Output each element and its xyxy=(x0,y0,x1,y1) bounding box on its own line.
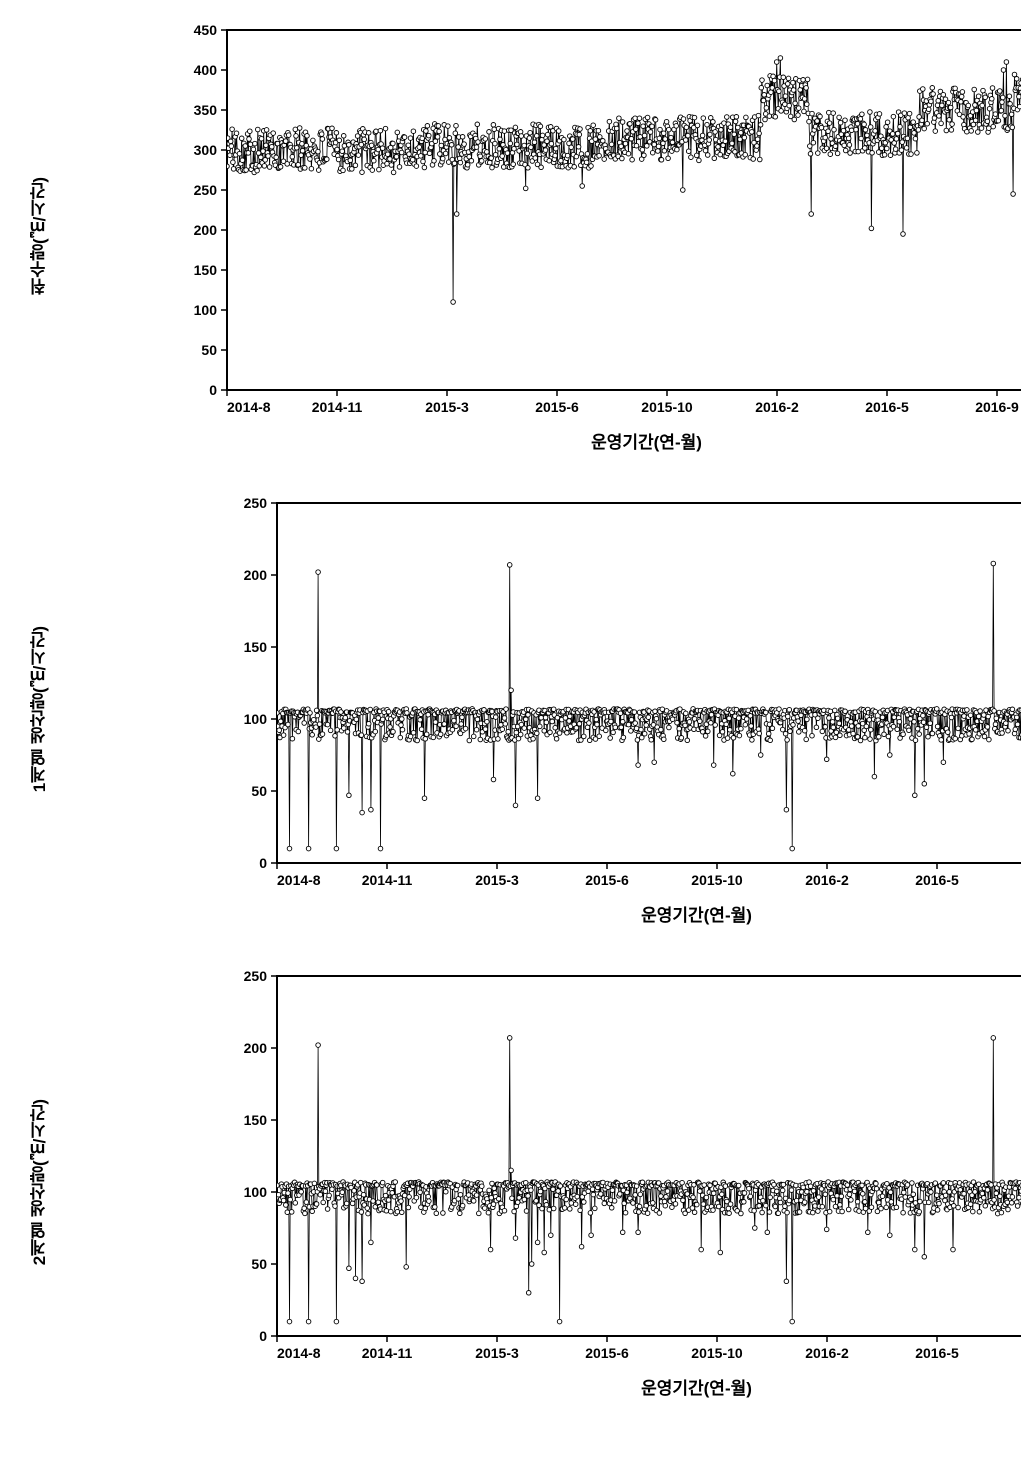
svg-text:2015-3: 2015-3 xyxy=(475,872,519,888)
svg-text:450: 450 xyxy=(193,22,217,38)
svg-text:200: 200 xyxy=(243,567,267,583)
svg-text:50: 50 xyxy=(251,1256,267,1272)
svg-text:50: 50 xyxy=(201,342,217,358)
svg-text:100: 100 xyxy=(243,711,267,727)
y-axis-label: 취수량(㎥/시간) xyxy=(21,177,52,295)
svg-text:2015-10: 2015-10 xyxy=(641,399,693,415)
svg-text:2014-8: 2014-8 xyxy=(277,1345,321,1361)
svg-text:2015-6: 2015-6 xyxy=(585,1345,629,1361)
svg-text:250: 250 xyxy=(243,968,267,984)
svg-text:100: 100 xyxy=(193,302,217,318)
svg-text:2014-11: 2014-11 xyxy=(361,1345,412,1361)
x-axis-label: 운영기간(연-월) xyxy=(227,1374,1021,1399)
svg-text:2016-9: 2016-9 xyxy=(975,399,1019,415)
chart-train1-production: 1계열 생산량(㎥/시간) 0 50 100 150 200 250 2014-8 2014-… xyxy=(21,493,1001,926)
y-axis-label: 1계열 생산량(㎥/시간) xyxy=(21,626,52,792)
svg-text:0: 0 xyxy=(259,855,267,871)
svg-text:2016-2: 2016-2 xyxy=(805,1345,849,1361)
svg-text:100: 100 xyxy=(243,1184,267,1200)
svg-text:150: 150 xyxy=(243,639,267,655)
svg-text:2016-5: 2016-5 xyxy=(915,872,959,888)
svg-text:2015-6: 2015-6 xyxy=(585,872,629,888)
svg-text:250: 250 xyxy=(193,182,217,198)
svg-text:400: 400 xyxy=(193,62,217,78)
svg-text:150: 150 xyxy=(243,1112,267,1128)
svg-text:2014-11: 2014-11 xyxy=(311,399,362,415)
svg-text:150: 150 xyxy=(193,262,217,278)
x-axis-label: 운영기간(연-월) xyxy=(227,901,1021,926)
y-axis-label: 2계열 생산량(㎥/시간) xyxy=(21,1099,52,1265)
svg-text:2016-2: 2016-2 xyxy=(755,399,799,415)
svg-text:2015-3: 2015-3 xyxy=(475,1345,519,1361)
x-axis-label: 운영기간(연-월) xyxy=(177,428,1021,453)
chart-svg: 0 50 100 150 200 250 2014-8 2014-11 2015-3 2015-6… xyxy=(227,493,1021,893)
svg-text:2015-10: 2015-10 xyxy=(691,872,743,888)
svg-text:2016-5: 2016-5 xyxy=(865,399,909,415)
svg-text:2016-2: 2016-2 xyxy=(805,872,849,888)
svg-text:200: 200 xyxy=(243,1040,267,1056)
svg-text:2016-5: 2016-5 xyxy=(915,1345,959,1361)
chart-svg: 0 50 100 150 200 250 300 350 400 450 2014-8 2014-11… xyxy=(177,20,1021,420)
svg-text:2015-10: 2015-10 xyxy=(691,1345,743,1361)
charts-container: 취수량(㎥/시간) 0 50 100 150 200 250 300 350 400 450 201… xyxy=(21,20,1001,1399)
svg-text:2015-3: 2015-3 xyxy=(425,399,469,415)
svg-text:50: 50 xyxy=(251,783,267,799)
svg-text:300: 300 xyxy=(193,142,217,158)
svg-text:0: 0 xyxy=(209,382,217,398)
svg-text:2014-8: 2014-8 xyxy=(227,399,271,415)
svg-text:200: 200 xyxy=(193,222,217,238)
chart-train2-production: 2계열 생산량(㎥/시간) 0 50 100 150 200 250 2014-8 2014-… xyxy=(21,966,1001,1399)
svg-text:2014-11: 2014-11 xyxy=(361,872,412,888)
svg-text:350: 350 xyxy=(193,102,217,118)
svg-text:0: 0 xyxy=(259,1328,267,1344)
svg-text:250: 250 xyxy=(243,495,267,511)
svg-text:2015-6: 2015-6 xyxy=(535,399,579,415)
chart-intake-volume: 취수량(㎥/시간) 0 50 100 150 200 250 300 350 400 450 201… xyxy=(21,20,1001,453)
chart-svg: 0 50 100 150 200 250 2014-8 2014-11 2015-3 2015-6… xyxy=(227,966,1021,1366)
svg-text:2014-8: 2014-8 xyxy=(277,872,321,888)
